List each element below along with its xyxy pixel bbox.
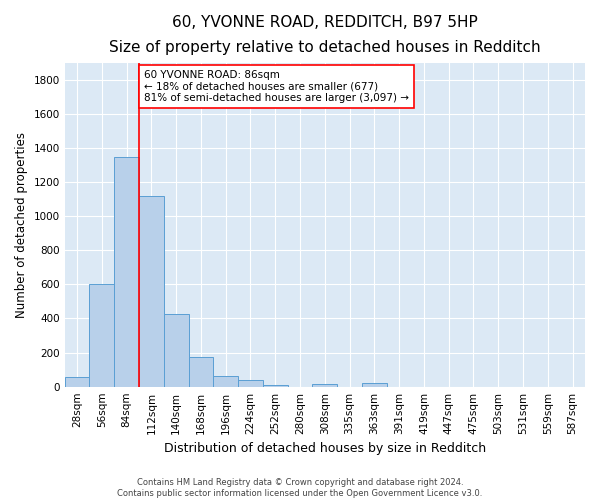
Bar [114,158,139,386]
Bar [188,357,214,386]
Bar [164,314,188,386]
Bar [65,377,89,386]
Text: 60 YVONNE ROAD: 86sqm
← 18% of detached houses are smaller (677)
81% of semi-det: 60 YVONNE ROAD: 86sqm ← 18% of detached … [144,70,409,103]
Bar [238,380,263,386]
Bar [362,383,387,386]
Bar [139,196,164,386]
Y-axis label: Number of detached properties: Number of detached properties [15,132,28,318]
Text: Contains HM Land Registry data © Crown copyright and database right 2024.
Contai: Contains HM Land Registry data © Crown c… [118,478,482,498]
Bar [89,284,114,386]
Bar [313,384,337,386]
X-axis label: Distribution of detached houses by size in Redditch: Distribution of detached houses by size … [164,442,486,455]
Bar [214,376,238,386]
Bar [263,384,287,386]
Title: 60, YVONNE ROAD, REDDITCH, B97 5HP
Size of property relative to detached houses : 60, YVONNE ROAD, REDDITCH, B97 5HP Size … [109,15,541,54]
